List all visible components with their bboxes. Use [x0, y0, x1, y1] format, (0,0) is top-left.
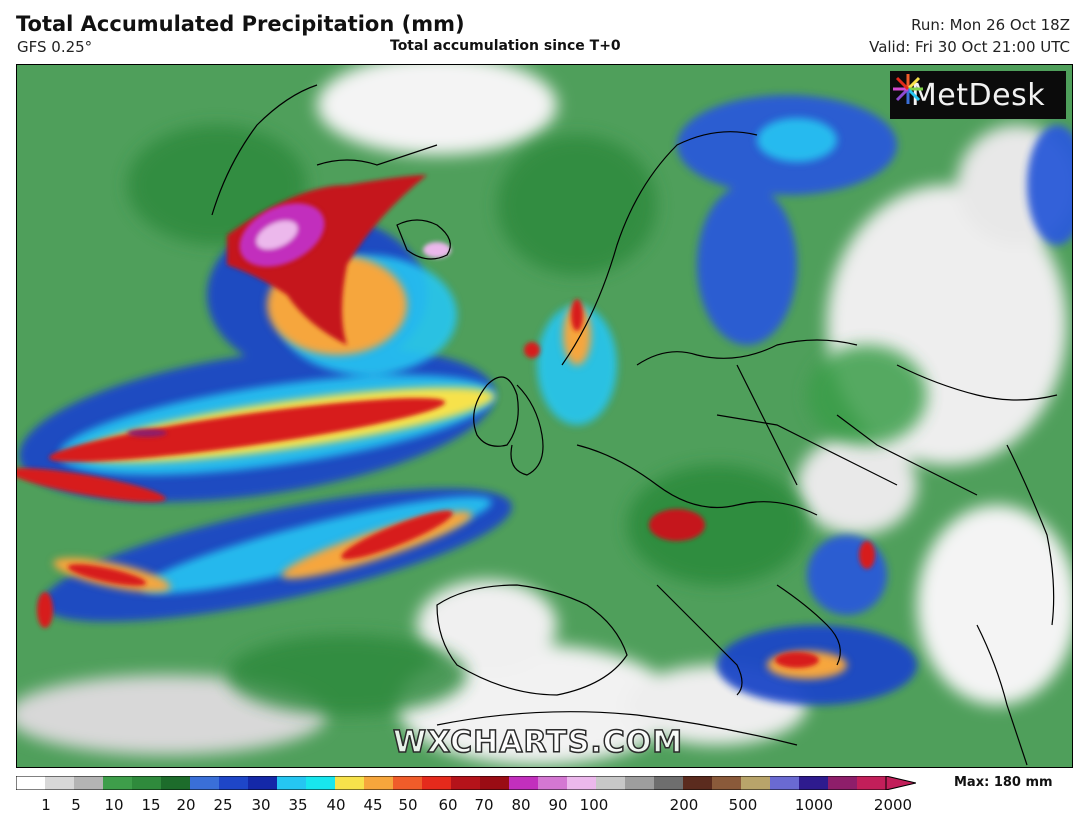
- valid-time: Valid: Fri 30 Oct 21:00 UTC: [869, 38, 1070, 56]
- colorbar-cell: [451, 776, 481, 790]
- colorbar-cell: [683, 776, 713, 790]
- colorbar-cell: [335, 776, 365, 790]
- colorbar-cell: [567, 776, 597, 790]
- colorbar-tick-label: 70: [474, 796, 494, 814]
- colorbar-cell: [857, 776, 887, 790]
- colorbar-cell: [103, 776, 133, 790]
- colorbar-cell: [828, 776, 858, 790]
- colorbar-ticks: 1 5 10 15 20 25 30 35 40 45 50 60 70 80 90 100 200 500 100…: [16, 796, 916, 816]
- max-label: Max: 180 mm: [954, 775, 1053, 790]
- model-label: GFS 0.25°: [17, 38, 93, 56]
- colorbar-cell: [277, 776, 307, 790]
- colorbar-cell: [393, 776, 423, 790]
- colorbar-tick-label: 45: [363, 796, 383, 814]
- colorbar-cell: [538, 776, 568, 790]
- colorbar: [16, 776, 916, 790]
- colorbar-tick-label: 20: [176, 796, 196, 814]
- precipitation-map: MetDesk WXCHARTS.COM: [16, 64, 1073, 768]
- colorbar-cell: [45, 776, 75, 790]
- colorbar-cell: [422, 776, 452, 790]
- colorbar-tick-label: 5: [71, 796, 81, 814]
- colorbar-cell: [625, 776, 655, 790]
- colorbar-cells: [16, 776, 887, 790]
- colorbar-tick-label: 80: [511, 796, 531, 814]
- metdesk-logo: MetDesk: [890, 71, 1066, 119]
- colorbar-tick-label: 1: [41, 796, 51, 814]
- colorbar-tick-label: 15: [141, 796, 161, 814]
- colorbar-tick-label: 200: [669, 796, 699, 814]
- colorbar-cell: [306, 776, 336, 790]
- colorbar-tick-label: 35: [288, 796, 308, 814]
- colorbar-cell: [741, 776, 771, 790]
- colorbar-cell: [480, 776, 510, 790]
- colorbar-tick-label: 40: [326, 796, 346, 814]
- colorbar-cell: [596, 776, 626, 790]
- chart-subtitle: Total accumulation since T+0: [390, 38, 621, 54]
- colorbar-cell: [364, 776, 394, 790]
- colorbar-cell: [712, 776, 742, 790]
- colorbar-cell: [190, 776, 220, 790]
- colorbar-tick-label: 30: [251, 796, 271, 814]
- colorbar-tick-label: 1000: [794, 796, 834, 814]
- colorbar-arrow: [885, 776, 916, 790]
- colorbar-tick-label: 100: [579, 796, 609, 814]
- coastlines: [211, 84, 1058, 766]
- colorbar-cell: [161, 776, 191, 790]
- colorbar-cell: [509, 776, 539, 790]
- colorbar-cell: [74, 776, 104, 790]
- colorbar-cell: [654, 776, 684, 790]
- map-canvas: [17, 65, 1072, 767]
- run-time: Run: Mon 26 Oct 18Z: [911, 16, 1070, 34]
- chart-title: Total Accumulated Precipitation (mm): [16, 12, 465, 36]
- metdesk-logo-text: MetDesk: [910, 77, 1046, 113]
- colorbar-cell: [799, 776, 829, 790]
- colorbar-tick-label: 2000: [873, 796, 913, 814]
- dry-areas: [17, 65, 1072, 765]
- colorbar-cell: [770, 776, 800, 790]
- wxcharts-watermark: WXCHARTS.COM: [392, 724, 684, 761]
- metdesk-burst-icon: [893, 74, 923, 104]
- colorbar-cell: [16, 776, 46, 790]
- colorbar-tick-label: 90: [548, 796, 568, 814]
- colorbar-tick-label: 60: [438, 796, 458, 814]
- colorbar-tick-label: 10: [104, 796, 124, 814]
- colorbar-cell: [248, 776, 278, 790]
- colorbar-cell: [219, 776, 249, 790]
- colorbar-tick-label: 25: [213, 796, 233, 814]
- peak-areas: [127, 203, 451, 437]
- colorbar-tick-label: 50: [398, 796, 418, 814]
- colorbar-tick-label: 500: [728, 796, 758, 814]
- colorbar-cell: [132, 776, 162, 790]
